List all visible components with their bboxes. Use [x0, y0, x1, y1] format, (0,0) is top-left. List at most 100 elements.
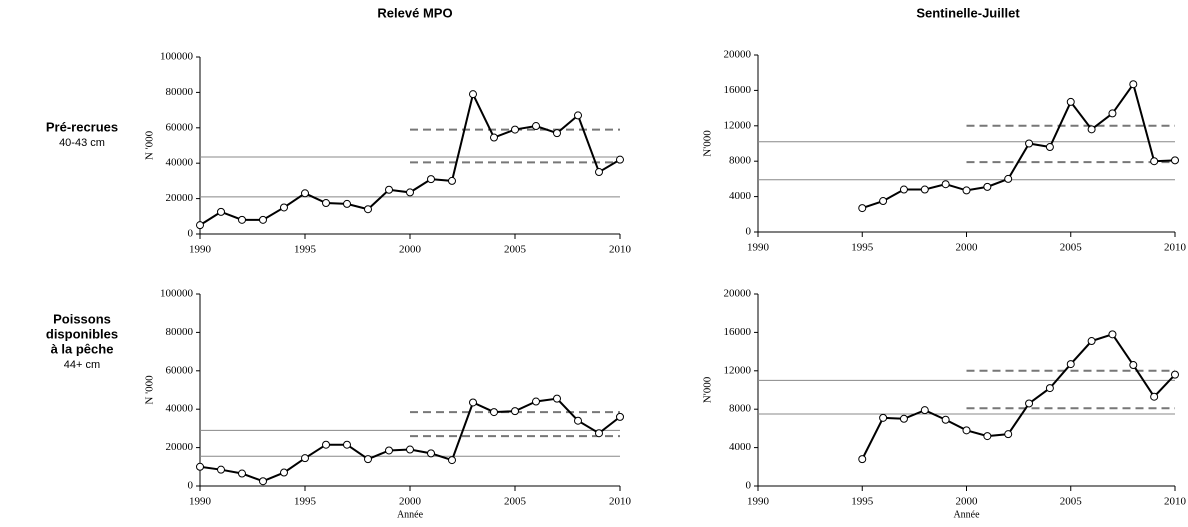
- data-point: [364, 205, 372, 214]
- y-tick-label: 20000: [166, 192, 194, 204]
- x-axis-title: Année: [397, 509, 424, 520]
- data-point: [469, 398, 477, 407]
- x-tick-label: 2005: [504, 496, 527, 508]
- data-point: [259, 477, 267, 486]
- data-point: [879, 197, 888, 206]
- data-point: [553, 129, 561, 138]
- data-point: [574, 111, 582, 120]
- data-point: [1004, 174, 1013, 183]
- y-tick-label: 0: [746, 226, 752, 238]
- data-point: [511, 407, 519, 416]
- data-point: [301, 189, 309, 198]
- data-point: [364, 455, 372, 464]
- data-point: [301, 454, 309, 463]
- data-point: [1150, 392, 1159, 401]
- data-point: [595, 168, 603, 177]
- x-tick-label: 2010: [1164, 496, 1187, 508]
- row-sublabel: 44+ cm: [64, 359, 100, 371]
- data-point: [899, 414, 908, 423]
- x-tick-label: 1990: [189, 496, 212, 508]
- x-tick-label: 2000: [956, 496, 979, 508]
- data-point: [1129, 80, 1138, 89]
- y-tick-label: 0: [188, 480, 194, 492]
- data-point: [448, 176, 456, 185]
- y-tick-label: 20000: [724, 288, 752, 300]
- data-line: [861, 81, 1176, 210]
- data-point: [532, 397, 540, 406]
- data-point: [406, 188, 414, 197]
- y-tick-label: 80000: [166, 326, 194, 338]
- data-point: [322, 440, 330, 449]
- row-label: à la pêche: [51, 341, 114, 356]
- data-point: [858, 455, 867, 464]
- data-point: [1108, 330, 1117, 339]
- x-tick-label: 1995: [294, 244, 317, 256]
- row-label: Pré-recrues: [46, 119, 118, 134]
- data-point: [238, 215, 246, 224]
- data-point: [1066, 360, 1075, 369]
- data-point: [469, 90, 477, 99]
- data-point: [1025, 399, 1034, 408]
- column-title: Sentinelle-Juillet: [916, 5, 1020, 20]
- y-tick-label: 80000: [166, 86, 194, 98]
- data-point: [1108, 109, 1117, 118]
- data-point: [385, 446, 393, 455]
- x-tick-label: 1995: [851, 496, 874, 508]
- data-point: [962, 186, 971, 195]
- y-tick-label: 8000: [729, 403, 752, 415]
- data-point: [1150, 157, 1159, 166]
- data-point: [259, 215, 267, 224]
- y-axis-title: N '000: [144, 375, 156, 405]
- y-tick-label: 40000: [166, 157, 194, 169]
- data-point: [490, 408, 498, 417]
- data-point: [406, 445, 414, 454]
- x-axis-title: Année: [953, 509, 980, 520]
- y-axis-title: N '000: [144, 130, 156, 160]
- data-point: [490, 133, 498, 142]
- data-point: [217, 465, 225, 474]
- data-line: [199, 91, 621, 226]
- data-line: [861, 333, 1176, 460]
- data-point: [595, 429, 603, 438]
- data-point: [448, 456, 456, 465]
- x-tick-label: 2010: [609, 496, 632, 508]
- x-tick-label: 1990: [189, 244, 212, 256]
- data-point: [879, 413, 888, 422]
- data-point: [941, 180, 950, 189]
- data-point: [217, 207, 225, 216]
- y-tick-label: 8000: [729, 155, 752, 167]
- y-tick-label: 4000: [729, 441, 752, 453]
- data-point: [962, 426, 971, 435]
- y-tick-label: 0: [746, 480, 752, 492]
- x-tick-label: 2005: [1060, 496, 1083, 508]
- data-point: [616, 412, 624, 421]
- data-point: [238, 469, 246, 478]
- y-axis-title: N'000: [702, 376, 714, 403]
- data-point: [532, 122, 540, 131]
- data-point: [280, 203, 288, 212]
- data-point: [941, 415, 950, 424]
- data-point: [196, 221, 204, 230]
- data-point: [899, 185, 908, 194]
- x-tick-label: 1995: [294, 496, 317, 508]
- y-tick-label: 60000: [166, 121, 194, 133]
- x-tick-label: 2010: [609, 244, 632, 256]
- data-point: [1025, 139, 1034, 148]
- data-point: [1171, 370, 1179, 379]
- data-point: [196, 462, 204, 471]
- x-tick-label: 2005: [504, 244, 527, 256]
- x-tick-label: 1990: [747, 242, 770, 254]
- data-point: [920, 185, 929, 194]
- data-point: [920, 406, 929, 415]
- data-point: [1045, 143, 1054, 152]
- data-point: [983, 432, 992, 441]
- data-point: [1066, 97, 1075, 106]
- y-tick-label: 16000: [724, 84, 752, 96]
- x-tick-label: 2005: [1060, 242, 1083, 254]
- y-tick-label: 16000: [724, 326, 752, 338]
- data-point: [280, 468, 288, 477]
- data-point: [427, 175, 435, 184]
- y-tick-label: 20000: [166, 441, 194, 453]
- data-point: [616, 155, 624, 164]
